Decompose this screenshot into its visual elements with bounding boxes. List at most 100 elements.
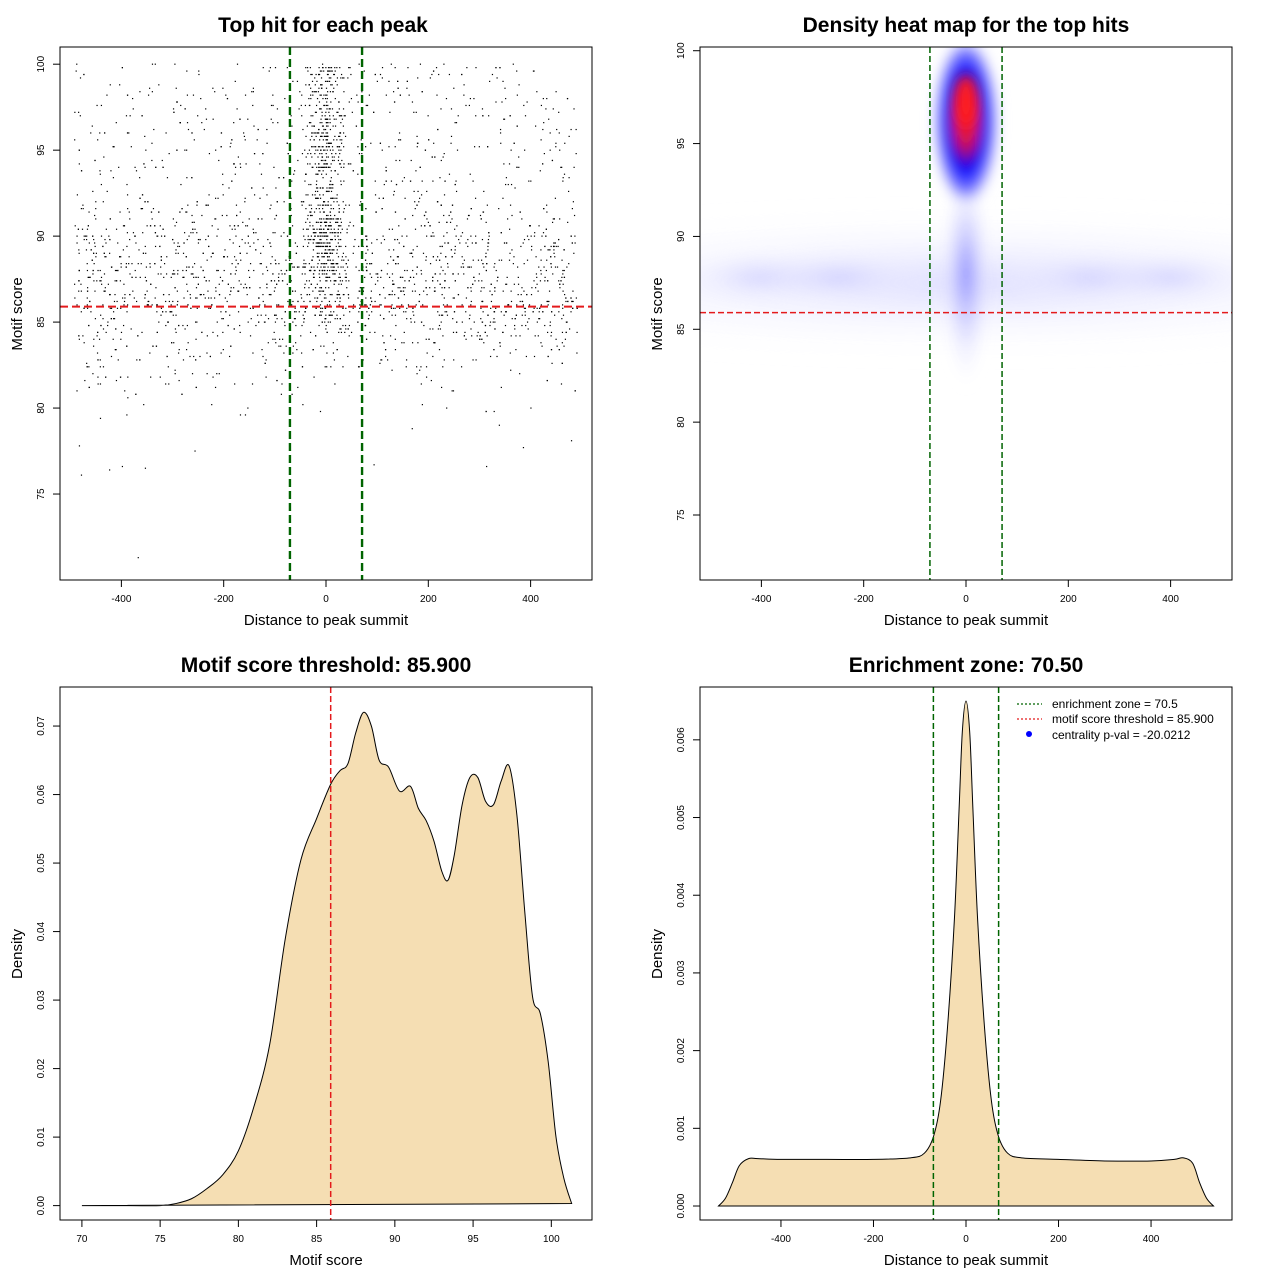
scatter-point (377, 276, 379, 278)
scatter-point (170, 304, 172, 306)
scatter-point (488, 235, 490, 237)
scatter-point (379, 73, 382, 76)
scatter-point (321, 273, 323, 275)
scatter-point (318, 67, 320, 69)
scatter-point (317, 132, 319, 134)
scatter-point (172, 300, 174, 303)
scatter-point (563, 249, 565, 251)
scatter-point (331, 156, 333, 158)
scatter-point (86, 235, 88, 237)
scatter-point (165, 273, 168, 275)
scatter-point (543, 266, 545, 268)
scatter-point (324, 97, 327, 100)
scatter-point (330, 142, 332, 144)
scatter-point (316, 180, 318, 182)
scatter-point (389, 293, 391, 296)
scatter-point (337, 156, 340, 158)
scatter-point (434, 287, 436, 289)
scatter-point (204, 297, 206, 299)
x-tick-label: -200 (854, 594, 874, 605)
scatter-point (102, 366, 105, 368)
scatter-point (239, 252, 241, 254)
scatter-point (320, 228, 323, 230)
scatter-point (339, 153, 341, 155)
scatter-point (377, 280, 379, 282)
scatter-point (380, 304, 382, 306)
scatter-point (380, 359, 382, 361)
scatter-point (502, 331, 504, 334)
scatter-point (93, 280, 95, 282)
scatter-point (314, 287, 317, 289)
scatter-point (381, 149, 383, 151)
scatter-point (332, 197, 334, 199)
scatter-point (284, 97, 286, 100)
y-tick-label: 0.07 (36, 716, 47, 736)
scatter-point (259, 287, 261, 289)
scatter-point (159, 225, 161, 227)
scatter-point (334, 318, 336, 320)
scatter-point (520, 245, 522, 248)
scatter-point (301, 324, 303, 327)
scatter-point (290, 115, 292, 117)
scatter-point (359, 307, 361, 309)
scatter-point (104, 132, 106, 134)
scatter-point (563, 276, 566, 278)
scatter-point (130, 328, 132, 330)
scatter-point (331, 269, 333, 272)
scatter-point (319, 122, 321, 124)
scatter-point (247, 321, 249, 323)
scatter-point (317, 256, 319, 258)
scatter-point (357, 146, 359, 148)
scatter-point (481, 300, 483, 303)
legend-threshold-label: motif score threshold = 85.900 (1052, 712, 1214, 726)
scatter-point (186, 290, 189, 292)
scatter-point (568, 328, 571, 330)
scatter-point (324, 252, 326, 254)
scatter-point (497, 276, 499, 278)
scatter-point (545, 108, 547, 110)
scatter-point (333, 311, 335, 313)
scatter-point (178, 324, 180, 327)
scatter-point (336, 77, 339, 79)
scatter-point (86, 307, 89, 309)
scatter-point (555, 245, 557, 248)
scatter-point (376, 238, 378, 241)
scatter-point (83, 73, 85, 76)
scatter-point (570, 311, 572, 313)
scatter-point (124, 390, 126, 392)
scatter-point (491, 293, 493, 296)
scatter-point (500, 386, 502, 389)
scatter-point (550, 245, 552, 248)
scatter-point (500, 142, 502, 144)
scatter-point (323, 94, 325, 96)
scatter-point (550, 263, 552, 265)
scatter-point (201, 214, 203, 217)
scatter-point (253, 232, 255, 234)
scatter-point (383, 183, 385, 186)
scatter-point (198, 70, 200, 72)
scatter-point (278, 177, 280, 179)
scatter-point (163, 276, 165, 278)
scatter-point (539, 280, 542, 282)
scatter-point (276, 201, 278, 203)
scatter-point (326, 352, 328, 354)
scatter-point (113, 318, 116, 320)
scatter-point (432, 328, 434, 330)
scatter-point (212, 376, 214, 378)
scatter-point (315, 232, 317, 234)
scatter-point (343, 166, 345, 168)
scatter-point (276, 283, 278, 285)
scatter-point (149, 263, 151, 265)
scatter-point (315, 135, 317, 138)
scatter-point (368, 314, 370, 316)
scatter-point (310, 87, 312, 89)
scatter-point (511, 249, 513, 251)
scatter-point (319, 194, 321, 196)
scatter-point (191, 221, 193, 223)
scatter-point (347, 77, 349, 79)
scatter-point (195, 359, 197, 361)
scatter-point (322, 269, 324, 272)
scatter-point (293, 266, 295, 268)
scatter-point (442, 269, 444, 272)
scatter-point (419, 63, 422, 65)
